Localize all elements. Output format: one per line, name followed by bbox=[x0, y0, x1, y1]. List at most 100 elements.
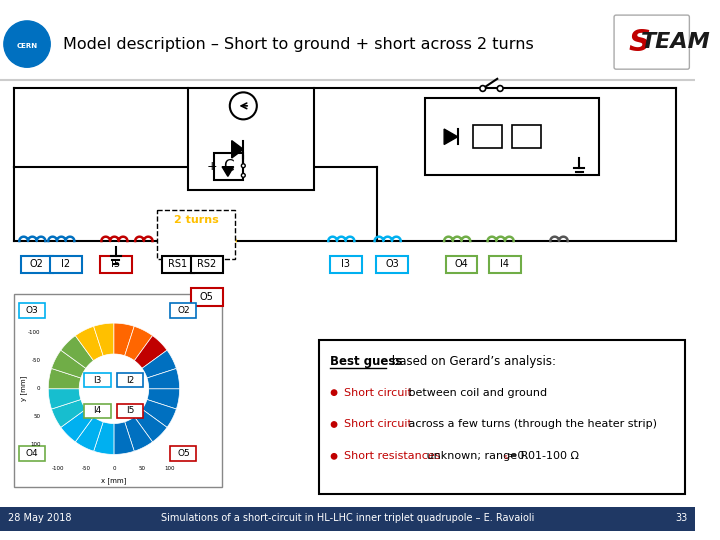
FancyBboxPatch shape bbox=[19, 303, 45, 318]
Text: Short resistances: Short resistances bbox=[343, 451, 440, 461]
Polygon shape bbox=[222, 167, 234, 177]
Text: I4: I4 bbox=[94, 407, 102, 415]
Polygon shape bbox=[60, 409, 94, 442]
Text: -50: -50 bbox=[81, 466, 91, 471]
Text: CERN: CERN bbox=[17, 43, 37, 49]
Text: I2: I2 bbox=[61, 259, 71, 269]
Text: =0.01-100 Ω: =0.01-100 Ω bbox=[508, 451, 579, 461]
Polygon shape bbox=[94, 422, 114, 455]
Text: Simulations of a short-circuit in HL-LHC inner triplet quadrupole – E. Ravaioli: Simulations of a short-circuit in HL-LHC… bbox=[161, 513, 534, 523]
Circle shape bbox=[331, 454, 337, 459]
Circle shape bbox=[331, 422, 337, 427]
Bar bbox=[14, 294, 222, 487]
Text: Best guess: Best guess bbox=[330, 355, 402, 368]
Text: -100: -100 bbox=[28, 330, 40, 335]
Text: +: + bbox=[207, 160, 217, 173]
Polygon shape bbox=[125, 326, 153, 361]
Circle shape bbox=[241, 164, 246, 167]
Polygon shape bbox=[76, 417, 103, 451]
Bar bbox=[0, 507, 696, 531]
Polygon shape bbox=[60, 336, 94, 368]
FancyBboxPatch shape bbox=[376, 255, 408, 273]
FancyBboxPatch shape bbox=[117, 373, 143, 387]
Polygon shape bbox=[52, 350, 86, 378]
Text: S: S bbox=[629, 28, 651, 57]
FancyBboxPatch shape bbox=[489, 255, 521, 273]
Text: I2: I2 bbox=[126, 375, 135, 384]
Text: between coil and ground: between coil and ground bbox=[405, 388, 546, 397]
Polygon shape bbox=[147, 389, 179, 409]
Polygon shape bbox=[444, 129, 458, 145]
Text: based on Gerard’s analysis:: based on Gerard’s analysis: bbox=[388, 355, 556, 368]
Text: I4: I4 bbox=[500, 259, 510, 269]
FancyBboxPatch shape bbox=[19, 446, 45, 461]
FancyBboxPatch shape bbox=[191, 255, 222, 273]
Polygon shape bbox=[76, 326, 103, 361]
FancyBboxPatch shape bbox=[84, 404, 111, 418]
Polygon shape bbox=[232, 140, 243, 158]
Text: x [mm]: x [mm] bbox=[102, 477, 127, 484]
Text: I5: I5 bbox=[126, 407, 135, 415]
Text: O4: O4 bbox=[25, 449, 38, 458]
FancyBboxPatch shape bbox=[614, 15, 689, 69]
FancyBboxPatch shape bbox=[446, 255, 477, 273]
Polygon shape bbox=[48, 368, 81, 389]
Polygon shape bbox=[114, 422, 134, 455]
Text: TEAM: TEAM bbox=[641, 32, 711, 52]
Circle shape bbox=[4, 21, 50, 68]
Text: RS1: RS1 bbox=[168, 259, 187, 269]
Text: Short circuit: Short circuit bbox=[343, 420, 412, 429]
Polygon shape bbox=[142, 400, 176, 427]
Text: y [mm]: y [mm] bbox=[19, 376, 27, 401]
Text: ₛ: ₛ bbox=[503, 451, 507, 461]
Text: 0: 0 bbox=[112, 466, 116, 471]
Text: I3: I3 bbox=[94, 375, 102, 384]
Text: I5: I5 bbox=[112, 259, 120, 269]
Text: 0: 0 bbox=[37, 386, 40, 391]
Polygon shape bbox=[135, 336, 167, 368]
Text: O3: O3 bbox=[25, 306, 38, 315]
Text: 28 May 2018: 28 May 2018 bbox=[8, 513, 71, 523]
Polygon shape bbox=[125, 417, 153, 451]
Text: RS2: RS2 bbox=[197, 259, 216, 269]
Text: I3: I3 bbox=[341, 259, 350, 269]
Text: 50: 50 bbox=[34, 414, 40, 419]
Text: -50: -50 bbox=[32, 358, 40, 363]
Text: O4: O4 bbox=[454, 259, 469, 269]
Text: Model description – Short to ground + short across 2 turns: Model description – Short to ground + sh… bbox=[63, 37, 534, 51]
FancyBboxPatch shape bbox=[84, 373, 111, 387]
Polygon shape bbox=[114, 323, 134, 356]
Circle shape bbox=[241, 173, 246, 177]
Circle shape bbox=[230, 92, 257, 119]
Text: C: C bbox=[223, 159, 234, 174]
FancyBboxPatch shape bbox=[319, 341, 685, 494]
Text: O2: O2 bbox=[30, 259, 44, 269]
Text: 100: 100 bbox=[30, 442, 40, 447]
FancyBboxPatch shape bbox=[191, 288, 222, 306]
Text: O5: O5 bbox=[177, 449, 190, 458]
FancyBboxPatch shape bbox=[21, 255, 53, 273]
Text: O2: O2 bbox=[177, 306, 190, 315]
FancyBboxPatch shape bbox=[162, 255, 194, 273]
FancyBboxPatch shape bbox=[100, 255, 132, 273]
Text: O5: O5 bbox=[199, 292, 214, 302]
Bar bbox=[425, 98, 598, 176]
FancyBboxPatch shape bbox=[171, 446, 197, 461]
Bar bbox=[188, 89, 314, 190]
Text: 100: 100 bbox=[165, 466, 175, 471]
Circle shape bbox=[498, 85, 503, 91]
Text: across a few turns (through the heater strip): across a few turns (through the heater s… bbox=[405, 420, 657, 429]
Text: -100: -100 bbox=[52, 466, 64, 471]
FancyBboxPatch shape bbox=[117, 404, 143, 418]
Text: O3: O3 bbox=[385, 259, 399, 269]
FancyBboxPatch shape bbox=[50, 255, 81, 273]
Bar bbox=[473, 125, 502, 148]
Text: unknown; range R: unknown; range R bbox=[423, 451, 528, 461]
Bar bbox=[512, 125, 541, 148]
Text: 33: 33 bbox=[675, 513, 688, 523]
Circle shape bbox=[480, 85, 486, 91]
FancyBboxPatch shape bbox=[171, 303, 197, 318]
FancyBboxPatch shape bbox=[157, 210, 235, 259]
Text: 2 turns: 2 turns bbox=[174, 215, 218, 225]
Text: 50: 50 bbox=[138, 466, 145, 471]
